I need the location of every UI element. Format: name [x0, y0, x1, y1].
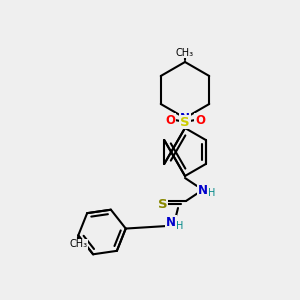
Text: H: H	[208, 188, 216, 198]
Text: S: S	[158, 197, 168, 211]
Text: CH₃: CH₃	[176, 48, 194, 58]
Text: O: O	[195, 113, 205, 127]
Text: N: N	[198, 184, 208, 196]
Text: O: O	[165, 113, 175, 127]
Text: S: S	[180, 116, 190, 128]
Text: N: N	[166, 215, 176, 229]
Text: N: N	[180, 112, 190, 124]
Text: H: H	[176, 221, 184, 231]
Text: CH₃: CH₃	[69, 239, 87, 249]
